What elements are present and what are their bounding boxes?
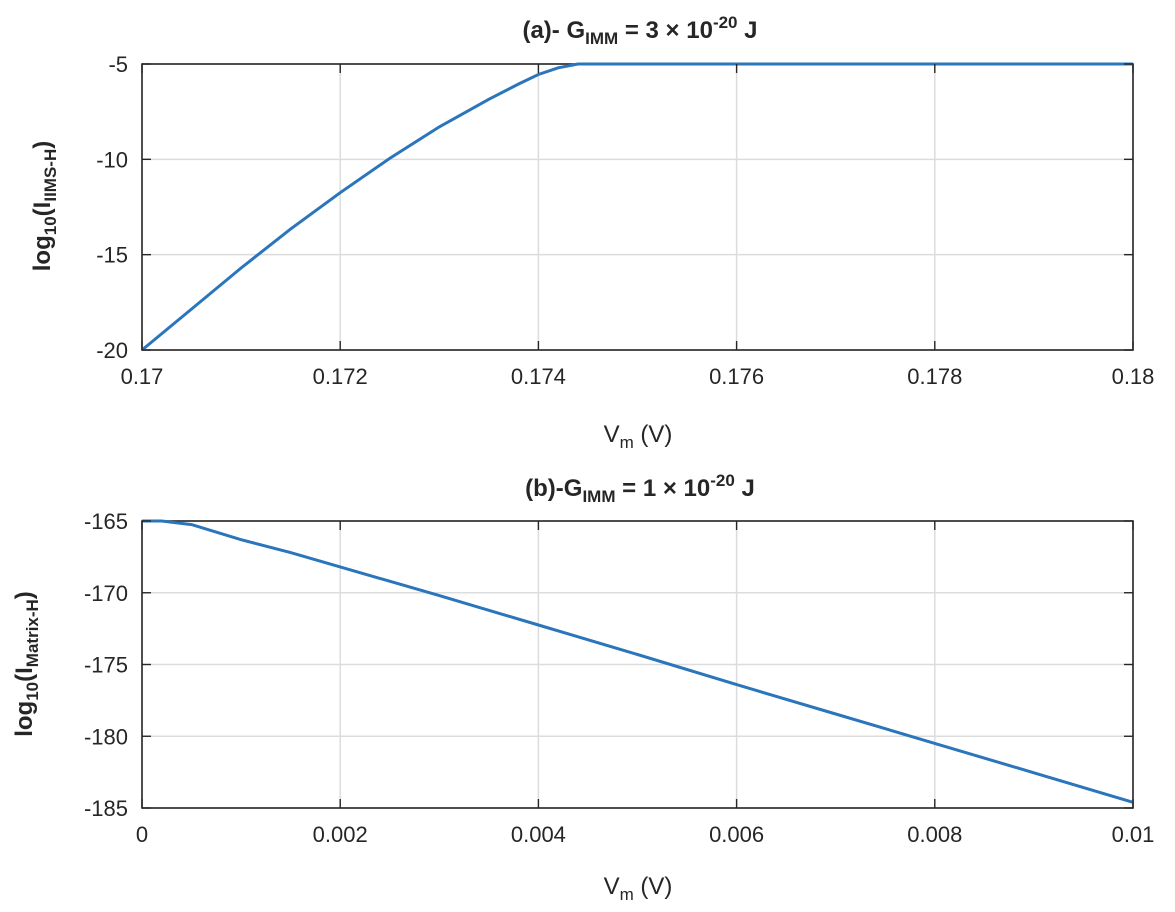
panel-a-title: (a)- GIMM = 3 × 10-20 J xyxy=(522,13,757,48)
panel-b-x-tick-label-5: 0.01 xyxy=(1112,822,1155,847)
panel-b-series xyxy=(142,519,1134,804)
panel-b-title: (b)-GIMM = 1 × 10-20 J xyxy=(525,471,755,506)
panel-b-y-ticks: -165 -170 -175 -180 -185 xyxy=(84,509,1133,821)
panel-a-y-ticks: -5 -10 -15 -20 xyxy=(96,52,1133,363)
panel-b-x-tick-label-1: 0.002 xyxy=(313,822,368,847)
panel-b-y-axis-label: log10(IMatrix-H) xyxy=(11,591,42,737)
panel-a-x-ticks: 0.17 0.172 0.174 0.176 0.178 0.18 xyxy=(121,64,1155,389)
panel-a-plot-frame xyxy=(141,63,1134,351)
panel-b-y-tick-label-2: -175 xyxy=(84,653,128,678)
panel-b-y-tick-label-0: -165 xyxy=(84,509,128,534)
panel-a-x-tick-label-2: 0.174 xyxy=(511,364,566,389)
panel-b-y-tick-label-3: -180 xyxy=(84,724,128,749)
panel-a: 0.17 0.172 0.174 0.176 0.178 0.18 -5 -10 -15 -20… xyxy=(29,13,1154,452)
panel-a-series xyxy=(141,62,1133,352)
panel-b-x-tick-label-4: 0.008 xyxy=(907,822,962,847)
panel-b-x-axis-label: Vm (V) xyxy=(604,873,673,904)
panel-b-series-line-0 xyxy=(142,519,1134,804)
panel-b-y-tick-label-4: -185 xyxy=(84,796,128,821)
panel-a-axes xyxy=(141,63,1134,351)
panel-b: 0 0.002 0.004 0.006 0.008 0.01 -165-170-175-1… xyxy=(11,471,1154,904)
panel-a-y-axis-label: log10(IIIMS-H) xyxy=(29,141,60,271)
panel-a-series-line-0 xyxy=(141,62,1133,352)
panel-a-x-tick-label-1: 0.172 xyxy=(313,364,368,389)
panel-a-x-tick-label-3: 0.176 xyxy=(709,364,764,389)
panel-a-x-axis-label: Vm (V) xyxy=(604,421,673,452)
panel-b-x-tick-label-3: 0.006 xyxy=(709,822,764,847)
panel-a-x-tick-label-5: 0.18 xyxy=(1112,364,1155,389)
panel-a-y-tick-label-3: -20 xyxy=(96,338,128,363)
panel-a-y-tick-label-1: -10 xyxy=(96,147,128,172)
panel-b-x-tick-label-0: 0 xyxy=(136,822,148,847)
panel-b-y-tick-label-1: -170 xyxy=(84,581,128,606)
panel-a-y-tick-label-2: -15 xyxy=(96,243,128,268)
panel-a-x-tick-label-0: 0.17 xyxy=(121,364,164,389)
panel-a-x-tick-label-4: 0.178 xyxy=(907,364,962,389)
panel-b-grid xyxy=(141,520,1134,809)
panel-a-y-tick-label-0: -5 xyxy=(108,52,128,77)
panel-b-x-ticks: 0 0.002 0.004 0.006 0.008 0.01 xyxy=(136,521,1155,847)
panel-b-x-tick-label-2: 0.004 xyxy=(511,822,566,847)
panel-a-grid xyxy=(141,63,1134,351)
